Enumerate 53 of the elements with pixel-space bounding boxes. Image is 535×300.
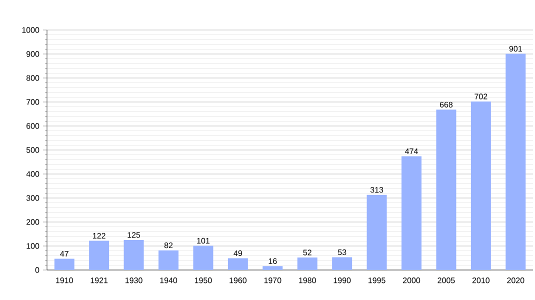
y-tick-label: 600 [26,123,40,129]
x-tick-label: 1910 [56,278,73,284]
y-tick-label: 200 [26,219,40,225]
y-tick-label: 300 [26,195,40,201]
bar [89,240,110,270]
x-tick-label: 1930 [126,278,142,284]
bar [366,194,387,270]
bar [297,258,318,270]
data-label: 474 [405,148,418,154]
bar [470,102,491,270]
x-tick-label: 2010 [472,278,490,284]
bar [193,246,214,270]
data-label: 702 [474,94,488,100]
x-tick-label: 1995 [368,278,386,284]
x-tick-label: 1940 [160,278,178,284]
bar [402,156,422,270]
y-tick-label: 100 [26,243,40,249]
y-tick-label: 900 [26,51,40,57]
x-tick-label: 1921 [90,278,108,284]
y-tick-label: 700 [26,99,40,105]
data-label: 82 [164,242,173,248]
x-tick-label: 1990 [334,278,351,284]
data-label: 47 [60,251,68,257]
bar [436,110,456,270]
x-tick-label: 2000 [403,278,420,284]
x-tick-label: 1980 [299,278,316,284]
x-tick-label: 2020 [507,278,524,284]
data-label: 313 [370,187,384,193]
y-tick-label: 400 [26,171,40,177]
bar [228,258,248,270]
data-label: 101 [197,238,210,244]
x-tick-label: 2005 [438,278,455,284]
bar [506,54,526,270]
data-label: 901 [509,46,522,52]
bar [332,257,352,270]
data-label: 16 [268,258,277,264]
data-label: 668 [440,102,453,108]
data-label: 49 [234,250,242,256]
data-label: 53 [338,249,346,256]
bar [262,266,283,270]
data-label: 125 [128,232,140,238]
x-tick-label: 1960 [230,278,247,284]
x-tick-label: 1970 [264,278,282,284]
y-tick-label: 0 [35,267,40,273]
bar [54,258,74,270]
x-tick-label: 1950 [194,278,212,284]
y-tick-label: 1000 [22,27,40,33]
y-tick-label: 500 [26,147,40,153]
data-label: 52 [303,250,312,256]
bar [158,250,179,270]
y-tick-label: 800 [26,75,40,81]
bar [124,240,144,270]
data-label: 122 [93,232,106,239]
